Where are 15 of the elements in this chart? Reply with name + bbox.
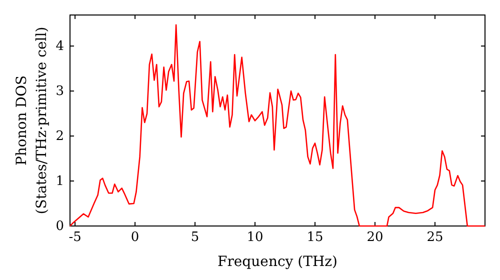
y-tick-label: 2 xyxy=(56,129,64,144)
y-tick-label: 4 xyxy=(56,39,64,54)
x-tick-label: 15 xyxy=(306,230,324,246)
y-axis-title: Phonon DOS (States/THz·primitive cell) xyxy=(14,26,50,214)
x-axis-title: Frequency (THz) xyxy=(217,254,338,270)
y-tick-label: 3 xyxy=(56,84,64,100)
line-series xyxy=(69,24,486,227)
x-tick-label: 20 xyxy=(366,230,384,246)
y-tick-label: 1 xyxy=(56,174,64,190)
y-tick-label: 0 xyxy=(56,219,64,234)
x-tick-label: 10 xyxy=(246,230,264,246)
x-tick-label: 25 xyxy=(426,230,444,246)
x-tick-label: 0 xyxy=(130,230,140,246)
x-tick-label: -5 xyxy=(68,230,82,246)
x-tick-label: 5 xyxy=(190,230,200,246)
